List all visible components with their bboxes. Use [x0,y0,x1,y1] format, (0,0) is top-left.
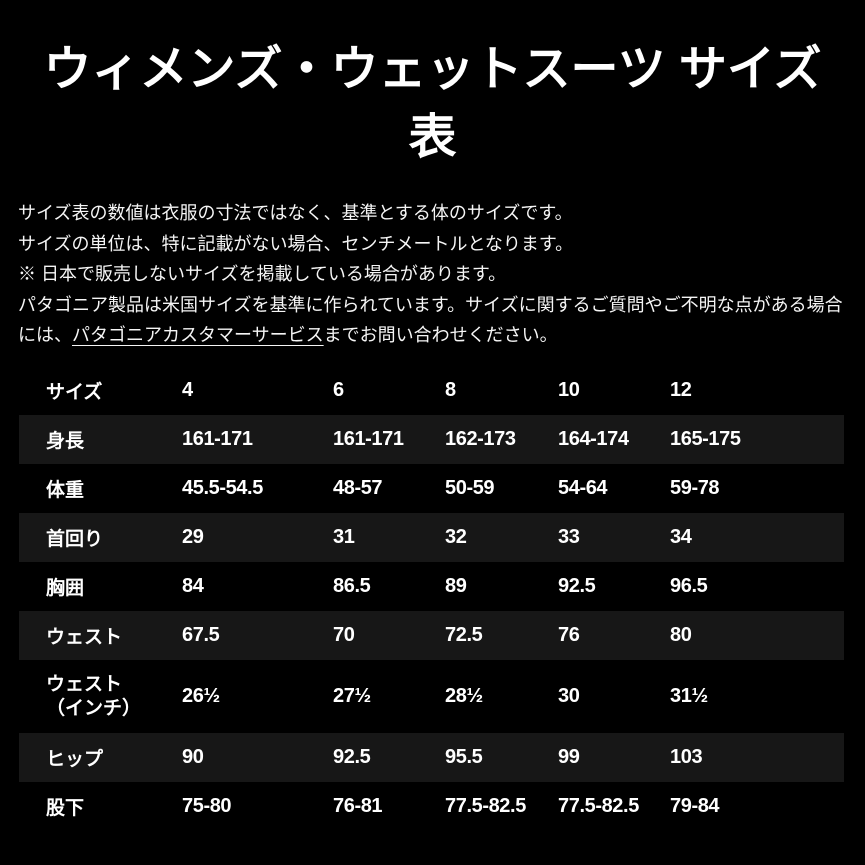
size-value: 72.5 [445,624,483,646]
size-value: 59-78 [670,477,720,499]
size-value: 161-171 [182,428,253,450]
size-value: 26½ [182,685,220,707]
table-row-inseam: 股下 75-80 76-81 77.5-82.5 77.5-82.5 79-84 [19,782,844,831]
size-notes: サイズ表の数値は衣服の寸法ではなく、基準とする体のサイズです。 サイズの単位は、… [18,198,845,351]
column-header-size-4: 4 [182,378,193,401]
table-row-chest: 胸囲 84 86.5 89 92.5 96.5 [19,562,844,611]
size-value: 70 [333,624,355,646]
size-value: 33 [558,526,580,548]
size-value: 86.5 [333,575,371,597]
size-value: 80 [670,624,692,646]
page-title: ウィメンズ・ウェットスーツ サイズ 表 [0,36,865,172]
size-table: サイズ 4 6 8 10 12 身長 161-171 161-171 162-1… [19,365,844,831]
column-header-size-10: 10 [558,378,580,401]
size-value: 165-175 [670,428,741,450]
contact-note: パタゴニア製品は米国サイズを基準に作られています。サイズに関するご質問やご不明な… [18,290,845,351]
row-label-waist-inches-line1: ウェスト [46,673,123,695]
size-value: 27½ [333,685,371,707]
size-value: 50-59 [445,477,495,499]
size-value: 161-171 [333,428,404,450]
size-value: 28½ [445,685,483,707]
size-value: 45.5-54.5 [182,477,263,499]
size-value: 79-84 [670,795,720,817]
contact-note-post: までお問い合わせください。 [323,325,558,346]
column-header-size-6: 6 [333,378,344,401]
size-table-header-label: サイズ [46,381,103,403]
size-value: 92.5 [333,746,371,768]
table-row-hip: ヒップ 90 92.5 95.5 99 103 [19,733,844,782]
row-label-weight: 体重 [46,480,85,501]
page-title-line2: 表 [408,111,457,164]
size-value: 92.5 [558,575,596,597]
table-row-waist: ウェスト 67.5 70 72.5 76 80 [19,611,844,660]
table-row-weight: 体重 45.5-54.5 48-57 50-59 54-64 59-78 [19,464,844,513]
size-value: 90 [182,746,204,768]
table-row-neck: 首回り 29 31 32 33 34 [19,513,844,562]
row-label-waist-inches: ウェスト （インチ） [19,660,182,733]
size-value: 76 [558,624,580,646]
size-value: 89 [445,575,467,597]
size-value: 67.5 [182,624,220,646]
size-value: 30 [558,685,580,707]
row-label-inseam: 股下 [46,798,85,819]
row-label-neck: 首回り [46,529,104,550]
table-row-waist-inches: ウェスト （インチ） 26½ 27½ 28½ 30 31½ [19,660,844,733]
size-value: 34 [670,526,692,548]
row-label-chest: 胸囲 [46,578,85,599]
size-value: 29 [182,526,204,548]
size-value: 96.5 [670,575,708,597]
size-value: 76-81 [333,795,383,817]
size-value: 32 [445,526,467,548]
size-value: 103 [670,746,703,768]
size-value: 95.5 [445,746,483,768]
row-label-hip: ヒップ [46,749,104,770]
size-table-header-row: サイズ 4 6 8 10 12 [19,365,844,415]
size-value: 99 [558,746,580,768]
size-value: 54-64 [558,477,608,499]
note-line-units: サイズの単位は、特に記載がない場合、センチメートルとなります。 [18,233,574,254]
size-value: 164-174 [558,428,629,450]
page-title-line1: ウィメンズ・ウェットスーツ サイズ [43,43,822,96]
column-header-size-12: 12 [670,378,692,401]
row-label-waist: ウェスト [46,627,123,648]
row-label-waist-inches-line2: （インチ） [46,697,142,719]
note-line-availability: ※ 日本で販売しないサイズを掲載している場合があります。 [18,264,507,285]
contact-note-pre: パタゴニア製品は米国サイズを基準に作られています。サイズに関するご質問やご不明な… [18,294,843,346]
size-value: 31½ [670,685,708,707]
size-value: 84 [182,575,204,597]
size-value: 75-80 [182,795,232,817]
size-value: 31 [333,526,355,548]
size-value: 48-57 [333,477,383,499]
column-header-size-8: 8 [445,378,456,401]
size-value: 162-173 [445,428,516,450]
customer-service-link[interactable]: パタゴニアカスタマーサービス [72,325,324,346]
size-value: 77.5-82.5 [445,795,526,817]
note-line-measurements: サイズ表の数値は衣服の寸法ではなく、基準とする体のサイズです。 [18,203,573,223]
size-value: 77.5-82.5 [558,795,639,817]
table-row-height: 身長 161-171 161-171 162-173 164-174 165-1… [19,415,844,464]
row-label-height: 身長 [46,431,85,452]
